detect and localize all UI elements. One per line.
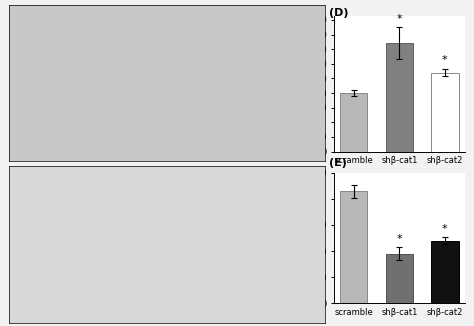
- Bar: [431, 73, 458, 152]
- Text: *: *: [442, 224, 448, 234]
- Bar: [340, 191, 367, 303]
- Bar: [431, 241, 458, 303]
- Bar: [340, 93, 367, 152]
- Text: *: *: [442, 55, 448, 65]
- Text: (D): (D): [329, 8, 349, 18]
- Y-axis label: IC50 of tunicamycin (ng·mL⁻¹): IC50 of tunicamycin (ng·mL⁻¹): [299, 15, 308, 153]
- Text: *: *: [397, 234, 402, 244]
- Y-axis label: Wound healing (%): Wound healing (%): [304, 195, 313, 281]
- Bar: [386, 43, 413, 152]
- Text: *: *: [397, 14, 402, 23]
- Text: (E): (E): [329, 158, 347, 168]
- Bar: [386, 254, 413, 303]
